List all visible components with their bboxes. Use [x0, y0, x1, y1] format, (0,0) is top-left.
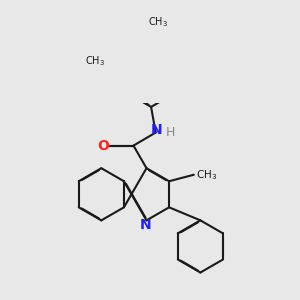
Text: CH$_3$: CH$_3$ — [196, 168, 217, 182]
Text: H: H — [165, 126, 175, 139]
Text: O: O — [98, 139, 110, 153]
Text: N: N — [151, 123, 163, 137]
Text: N: N — [140, 218, 152, 232]
Text: CH$_3$: CH$_3$ — [148, 15, 168, 28]
Text: CH$_3$: CH$_3$ — [85, 54, 105, 68]
